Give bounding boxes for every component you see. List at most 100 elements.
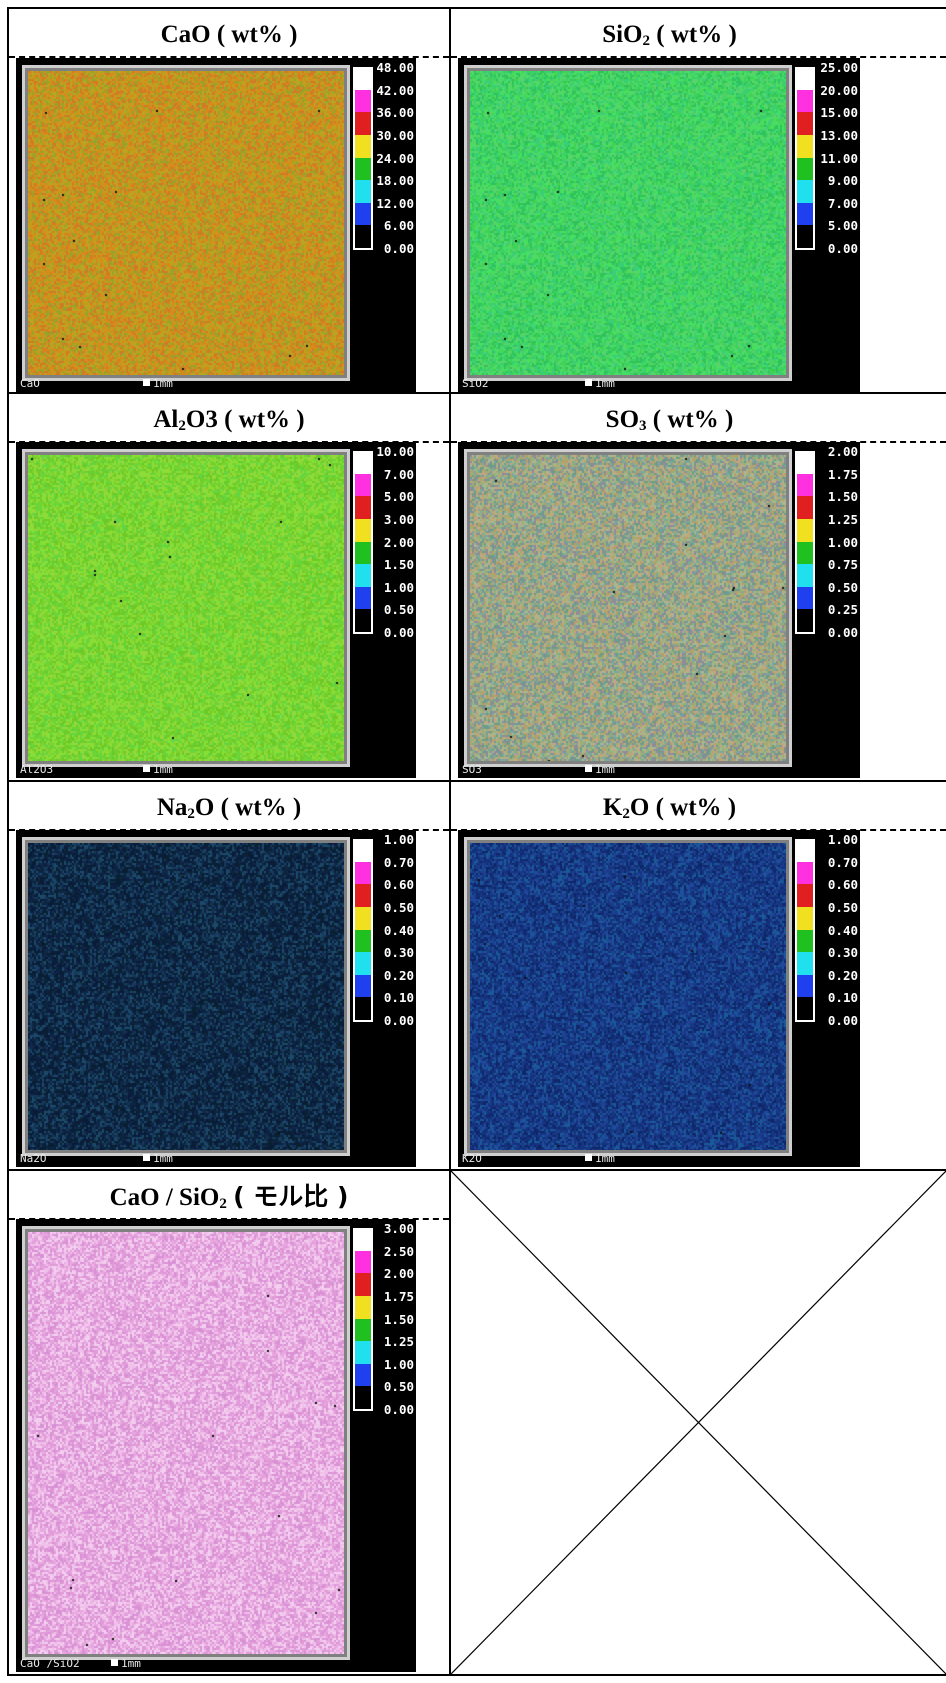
panel-al2o3: Al2O3 ( wt% ) 10.00 7.00 5.00 3.00 2.00 1.50 1…	[9, 394, 449, 780]
colorbar	[353, 67, 373, 250]
table-border	[7, 392, 946, 394]
colorbar-segment	[797, 473, 813, 497]
colorbar-tick-label: 0.50	[383, 899, 414, 915]
colorbar-segment	[797, 541, 813, 565]
colorbar-tick-label: 10.00	[376, 444, 414, 459]
colorbar-tick-label: 5.00	[383, 489, 414, 505]
colorbar-segment	[797, 518, 813, 542]
colorbar-segment	[355, 884, 371, 907]
table-border	[449, 7, 451, 1675]
element-map-image: 3.00 2.50 2.00 1.75 1.50 1.25 1.00 0.50 0.00 CaO…	[16, 1219, 416, 1672]
colorbar-segment	[797, 586, 813, 610]
colorbar-tick-label: 0.00	[383, 241, 414, 256]
colorbar-segment	[797, 564, 813, 587]
panel-title: Al2O3 ( wt% )	[153, 406, 305, 434]
colorbar-tick-label: 2.00	[827, 444, 858, 459]
panel-title: CaO ( wt% )	[160, 21, 298, 48]
image-caption: CaO /SiO2 1mm	[16, 1656, 416, 1672]
colorbar-segment	[355, 839, 371, 862]
colorbar-segment	[355, 541, 371, 565]
scale-square-icon	[585, 1154, 592, 1161]
colorbar-tick-label: 3.00	[383, 511, 414, 527]
table-border	[7, 7, 9, 1675]
colorbar-segment	[355, 134, 371, 158]
colorbar-tick-label: 25.00	[820, 60, 858, 75]
colorbar-segment	[355, 89, 371, 113]
element-map-image: 25.00 20.00 15.00 13.00 11.00 9.00 7.00 5.00 0.0…	[458, 58, 860, 392]
colorbar-segment	[355, 564, 371, 587]
colorbar-segment	[355, 929, 371, 953]
panel-so3: SO3 ( wt% ) 2.00 1.75 1.50 1.25 1.00 0.75 0.50…	[451, 394, 946, 780]
colorbar-segment	[797, 225, 813, 248]
colorbar-tick-label: 1.25	[827, 511, 858, 527]
colorbar-tick-label: 0.20	[383, 967, 414, 983]
colorbar-segment	[355, 518, 371, 542]
colorbar-segment	[355, 1363, 371, 1387]
colorbar-segment	[355, 1295, 371, 1319]
scale-label: 1mm	[153, 377, 173, 390]
colorbar-segment	[355, 157, 371, 181]
colorbar-segment	[355, 997, 371, 1020]
panel-cao: CaO ( wt% ) 48.00 42.00 36.00 30.00 24.00 18.…	[9, 9, 449, 392]
panel-na2o: Na2O ( wt% ) 1.00 0.70 0.60 0.50 0.40 0.30 0.2…	[9, 782, 449, 1169]
colorbar-segment	[355, 974, 371, 998]
image-caption: Na2O 1mm	[16, 1151, 416, 1167]
colorbar-tick-label: 3.00	[383, 1221, 414, 1236]
colorbar-segment	[355, 473, 371, 497]
image-caption: K2O 1mm	[458, 1151, 860, 1167]
colorbar-labels: 3.00 2.50 2.00 1.75 1.50 1.25 1.00 0.50 0.00	[354, 1221, 414, 1423]
colorbar-segment	[797, 496, 813, 519]
colorbar-segment	[797, 997, 813, 1020]
colorbar-segment	[797, 974, 813, 998]
scale-square-icon	[585, 765, 592, 772]
element-label: CaO /SiO2	[20, 1657, 80, 1670]
colorbar-tick-label: 0.40	[383, 922, 414, 938]
colorbar-labels: 1.00 0.70 0.60 0.50 0.40 0.30 0.20 0.10 0.00	[796, 832, 858, 1034]
colorbar-tick-label: 1.75	[827, 466, 858, 482]
colorbar-tick-label: 0.10	[383, 990, 414, 1006]
colorbar-tick-label: 1.50	[383, 1311, 414, 1327]
colorbar-tick-label: 1.00	[827, 832, 858, 847]
colorbar	[795, 839, 815, 1022]
colorbar-segment	[797, 609, 813, 632]
table-border	[7, 1169, 946, 1171]
colorbar	[353, 839, 373, 1022]
colorbar-segment	[797, 157, 813, 181]
colorbar-tick-label: 0.40	[827, 922, 858, 938]
panel-cao-sio2-ratio: CaO / SiO2 ( モル比 ) 3.00 2.50 2.00 1.75 1.50 1…	[9, 1171, 449, 1674]
empty-cell	[451, 1171, 946, 1674]
colorbar-tick-label: 1.00	[383, 579, 414, 595]
panel-k2o: K2O ( wt% ) 1.00 0.70 0.60 0.50 0.40 0.30 0.20…	[451, 782, 946, 1169]
panel-title: Na2O ( wt% )	[156, 794, 302, 822]
scale-label: 1mm	[595, 377, 615, 390]
colorbar-tick-label: 0.25	[827, 602, 858, 618]
map-texture	[470, 71, 786, 375]
divider	[451, 56, 946, 58]
colorbar-tick-label: 42.00	[376, 82, 414, 98]
colorbar-tick-label: 1.50	[827, 489, 858, 505]
scale-square-icon	[585, 379, 592, 386]
colorbar-tick-label: 1.75	[383, 1288, 414, 1304]
colorbar-segment	[355, 952, 371, 975]
colorbar-tick-label: 20.00	[820, 82, 858, 98]
colorbar-tick-label: 2.50	[383, 1243, 414, 1259]
colorbar-segment	[355, 225, 371, 248]
colorbar-tick-label: 0.50	[827, 579, 858, 595]
colorbar-tick-label: 24.00	[376, 150, 414, 166]
colorbar-labels: 2.00 1.75 1.50 1.25 1.00 0.75 0.50 0.25 0.00	[796, 444, 858, 646]
colorbar-tick-label: 0.30	[827, 945, 858, 961]
image-caption: SiO2 1mm	[458, 376, 860, 392]
colorbar-segment	[797, 884, 813, 907]
colorbar-tick-label: 2.00	[383, 534, 414, 550]
colorbar-tick-label: 0.00	[383, 1402, 414, 1417]
colorbar-tick-label: 0.00	[383, 1013, 414, 1028]
map-texture	[28, 71, 344, 375]
colorbar-segment	[355, 1228, 371, 1251]
colorbar-segment	[355, 861, 371, 885]
image-caption: Al2O3 1mm	[16, 762, 416, 778]
colorbar-tick-label: 0.60	[383, 877, 414, 893]
colorbar-segment	[797, 861, 813, 885]
colorbar-tick-label: 12.00	[376, 195, 414, 211]
element-map-image: 2.00 1.75 1.50 1.25 1.00 0.75 0.50 0.25 0.00 SO3…	[458, 442, 860, 778]
colorbar-segment	[797, 112, 813, 135]
